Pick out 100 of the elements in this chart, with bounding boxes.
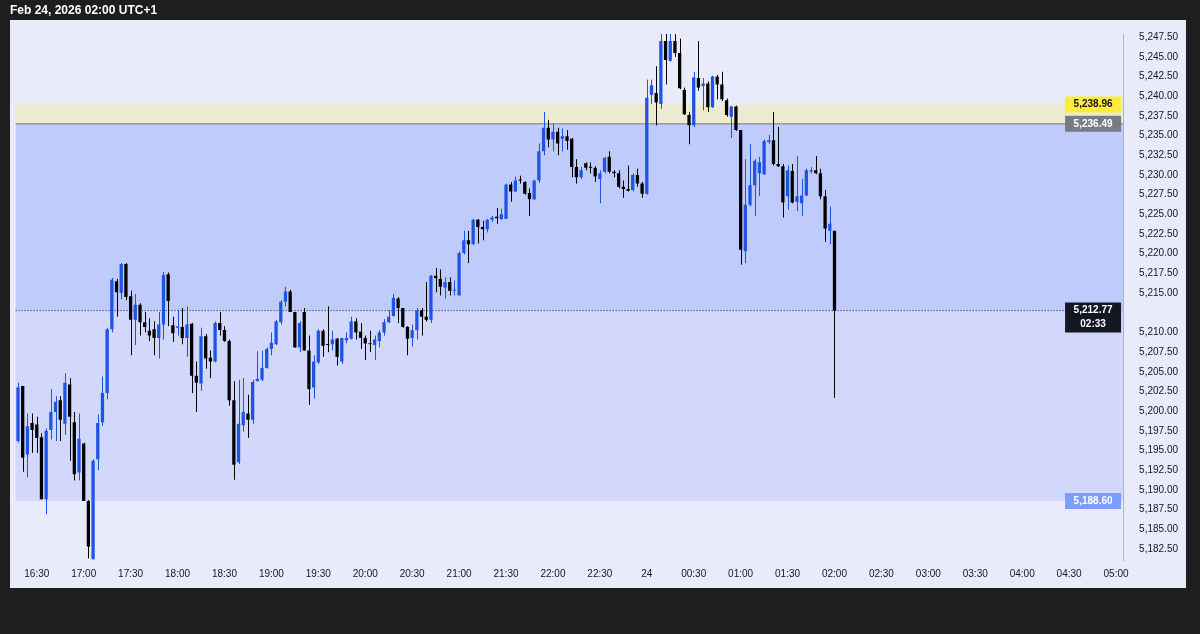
y-tick-label: 5,195.00 <box>1139 444 1179 456</box>
candlestick <box>668 33 672 63</box>
candlestick <box>560 127 564 152</box>
candlestick <box>194 361 198 413</box>
band-label: 5,238.96 <box>1073 98 1113 110</box>
y-tick-label: 5,197.50 <box>1139 424 1179 436</box>
candlestick <box>204 333 208 370</box>
x-tick-label: 19:30 <box>305 567 332 579</box>
candlestick <box>448 276 452 296</box>
candlestick <box>734 105 738 132</box>
candlestick <box>391 293 396 318</box>
candlestick <box>654 65 658 126</box>
y-tick-label: 5,225.00 <box>1139 208 1179 220</box>
candlestick <box>30 413 34 454</box>
candlestick <box>335 337 339 367</box>
candlestick <box>419 307 424 337</box>
candlestick <box>49 388 53 441</box>
candlestick <box>415 307 419 341</box>
candlestick <box>218 311 222 337</box>
candlestick <box>171 316 175 343</box>
y-tick-label: 5,185.00 <box>1139 523 1179 535</box>
y-tick-label: 5,245.00 <box>1139 50 1179 62</box>
y-tick-label: 5,192.50 <box>1139 463 1179 475</box>
candlestick <box>401 307 405 329</box>
x-tick-label: 18:30 <box>211 567 238 579</box>
candlestick <box>551 123 555 152</box>
ref-line-label: 5,236.49 <box>1073 117 1113 129</box>
x-tick-label: 24 <box>641 567 653 579</box>
x-tick-label: 04:00 <box>1009 567 1036 579</box>
y-tick-label: 5,242.50 <box>1139 70 1179 82</box>
candlestick <box>114 278 119 318</box>
x-tick-label: 16:30 <box>24 567 50 579</box>
candlestick <box>748 143 752 207</box>
candlestick <box>598 169 602 204</box>
x-tick-label: 01:30 <box>775 567 801 579</box>
x-tick-label: 17:00 <box>71 567 97 579</box>
candlestick <box>720 71 724 102</box>
x-tick-label: 01:00 <box>728 567 754 579</box>
candlestick <box>349 316 353 341</box>
candlestick <box>687 111 691 145</box>
candlestick <box>424 281 428 322</box>
y-tick-label: 5,190.00 <box>1139 483 1179 495</box>
candlestick <box>509 181 513 203</box>
candlestick <box>246 394 250 439</box>
candlestick <box>466 230 471 264</box>
candlestick <box>631 172 635 192</box>
y-tick-label: 5,227.50 <box>1139 188 1179 200</box>
candlestick <box>443 276 447 300</box>
candlestick <box>696 40 701 92</box>
x-tick-label: 03:00 <box>915 567 942 579</box>
candlestick <box>673 33 677 58</box>
candlestick <box>185 305 189 358</box>
y-tick-label: 5,220.00 <box>1139 247 1179 259</box>
y-tick-label: 5,232.50 <box>1139 149 1179 161</box>
y-tick-label: 5,187.50 <box>1139 503 1179 515</box>
candlestick <box>729 105 733 139</box>
candlestick <box>147 317 152 342</box>
y-tick-label: 5,210.00 <box>1139 326 1179 338</box>
y-tick-label: 5,207.50 <box>1139 345 1179 357</box>
candlestick <box>288 289 292 313</box>
y-tick-label: 5,247.50 <box>1139 30 1179 42</box>
x-tick-label: 00:30 <box>681 567 707 579</box>
candlestick <box>649 79 654 105</box>
candlestick <box>462 230 466 255</box>
candlestick <box>133 293 137 346</box>
candlestick <box>152 320 156 356</box>
candlestick <box>340 337 344 365</box>
candlestick <box>626 165 630 192</box>
x-tick-label: 05:00 <box>1103 567 1129 579</box>
x-tick-label: 03:30 <box>962 567 989 579</box>
candlestick <box>354 317 358 341</box>
candlestick <box>724 98 729 118</box>
candlestick <box>818 168 823 200</box>
y-tick-label: 5,235.00 <box>1139 129 1179 141</box>
candlestick <box>438 268 442 296</box>
candlestick <box>368 330 372 353</box>
candlestick <box>405 325 410 356</box>
x-tick-label: 17:30 <box>118 567 144 579</box>
chart-title: Feb 24, 2026 02:00 UTC+1 <box>10 3 158 17</box>
x-tick-label: 04:30 <box>1056 567 1083 579</box>
candlestick <box>265 346 269 370</box>
y-tick-label: 5,240.00 <box>1139 89 1179 101</box>
candlestick <box>663 33 668 85</box>
candlestick <box>828 205 832 245</box>
candlestick <box>138 302 142 337</box>
candlestick <box>260 350 264 382</box>
x-tick-label: 21:30 <box>493 567 519 579</box>
y-tick-label: 5,182.50 <box>1139 542 1179 554</box>
candlestick <box>795 155 799 212</box>
candlestick <box>143 311 147 333</box>
y-tick-label: 5,205.00 <box>1139 365 1179 377</box>
candlestick <box>814 155 818 175</box>
x-tick-label: 19:00 <box>258 567 285 579</box>
candlestick <box>175 309 180 337</box>
y-tick-label: 5,237.50 <box>1139 109 1179 121</box>
x-tick-label: 02:30 <box>868 567 895 579</box>
x-tick-label: 21:00 <box>446 567 473 579</box>
x-tick-label: 02:00 <box>821 567 848 579</box>
candlestick <box>208 350 213 379</box>
candlestick <box>635 168 640 188</box>
